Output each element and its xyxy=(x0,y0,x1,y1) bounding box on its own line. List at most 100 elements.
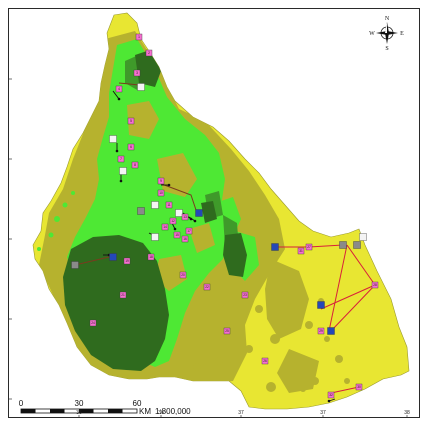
site-marker-label: 3 xyxy=(136,71,138,75)
site-marker-label: 19 xyxy=(125,259,129,263)
olive-speckle xyxy=(176,352,182,358)
site-marker-white xyxy=(151,201,159,209)
olive-speckle xyxy=(285,361,297,373)
scale-ratio: 1:800,000 xyxy=(155,407,191,416)
lime-speckle xyxy=(62,202,68,208)
site-marker-label: 20 xyxy=(181,273,185,277)
site-marker-pink xyxy=(327,391,335,399)
lime-speckle xyxy=(48,232,54,238)
olive-speckle xyxy=(335,355,343,363)
route-central-arc xyxy=(158,182,198,214)
scale-bar-tick-label: 60 xyxy=(133,399,142,408)
route-east-south xyxy=(328,244,348,332)
compass-west-label: W xyxy=(369,31,375,37)
site-marker-pink xyxy=(317,327,325,335)
olive-speckle xyxy=(255,305,263,313)
scale-bar-unit: KM xyxy=(139,407,151,416)
arrow-head xyxy=(115,149,119,153)
route-west-link xyxy=(74,256,110,266)
olive-speckle xyxy=(344,378,350,384)
compass-north-label: N xyxy=(385,16,390,22)
scale-bar-segment xyxy=(108,409,123,413)
site-marker-label: 25 xyxy=(225,329,229,333)
land-cover-map: 1234567891011121314151617181920212223242… xyxy=(9,9,419,417)
olive-speckle xyxy=(245,345,253,353)
site-marker-pink xyxy=(133,69,141,77)
site-marker-pink xyxy=(165,201,173,209)
site-marker-pink xyxy=(161,223,169,231)
site-marker-gray xyxy=(339,241,347,249)
compass-rose: N S W E xyxy=(369,16,404,52)
site-marker-pink xyxy=(131,161,139,169)
site-marker-pink xyxy=(169,217,177,225)
site-marker-label: 12 xyxy=(171,219,175,223)
x-axis-tick-label: 37 xyxy=(238,410,244,416)
site-marker-pink xyxy=(173,231,181,239)
site-marker-pink xyxy=(181,213,189,221)
site-marker-white xyxy=(119,167,127,175)
site-marker-pink xyxy=(371,281,379,289)
site-marker-label: 13 xyxy=(183,215,187,219)
arrow-head xyxy=(173,227,177,231)
olive-speckle xyxy=(270,334,280,344)
olive-speckle xyxy=(266,382,276,392)
site-marker-label: 15 xyxy=(175,233,179,237)
olive-speckle xyxy=(287,303,299,315)
site-marker-pink xyxy=(179,271,187,279)
arrow-head xyxy=(117,97,121,101)
site-marker-label: 23 xyxy=(243,293,247,297)
site-marker-pink xyxy=(181,235,189,243)
site-marker-label: 30 xyxy=(357,385,361,389)
site-marker-white xyxy=(175,209,183,217)
x-axis-tick-label: 37 xyxy=(320,410,326,416)
x-axis-tick-label: 36 xyxy=(76,410,82,416)
lime-speckle xyxy=(37,247,41,251)
site-marker-label: 28 xyxy=(373,283,377,287)
site-marker-label: 24 xyxy=(91,321,95,325)
site-marker-pink xyxy=(223,327,231,335)
route-south-link xyxy=(330,386,360,394)
scale-bar-segment xyxy=(21,409,36,413)
site-marker-label: 27 xyxy=(307,245,311,249)
olive-speckle xyxy=(282,286,288,292)
site-marker-label: 18 xyxy=(149,255,153,259)
site-marker-label: 16 xyxy=(183,237,187,241)
scale-bar-segment xyxy=(50,409,65,413)
site-marker-pink xyxy=(157,177,165,185)
site-marker-pink xyxy=(305,243,313,251)
site-marker-blue xyxy=(317,301,325,309)
site-marker-label: 7 xyxy=(120,157,122,161)
olive-speckle xyxy=(300,386,306,392)
site-marker-pink xyxy=(119,291,127,299)
site-marker-label: 32 xyxy=(329,393,333,397)
olive-zone xyxy=(277,349,319,393)
x-axis-tick-label: 36 xyxy=(158,410,164,416)
compass-east-label: E xyxy=(400,31,404,37)
site-marker-pink xyxy=(127,117,135,125)
site-marker-pink xyxy=(355,383,363,391)
olive-patch xyxy=(127,101,159,139)
compass-needle-shade xyxy=(385,22,387,33)
site-marker-pink xyxy=(145,49,153,57)
site-marker-pink xyxy=(123,257,131,265)
site-marker-label: 5 xyxy=(130,119,132,123)
arrow-head xyxy=(193,219,197,223)
site-marker-pink xyxy=(203,283,211,291)
site-marker-label: 26 xyxy=(263,359,267,363)
site-marker-pink xyxy=(115,85,123,93)
site-marker-pink xyxy=(117,155,125,163)
site-marker-pink xyxy=(127,143,135,151)
site-marker-gray xyxy=(353,241,361,249)
site-marker-label: 6 xyxy=(130,145,132,149)
route-east-diagonal xyxy=(330,284,376,332)
olive-speckle xyxy=(324,336,330,342)
site-marker-white xyxy=(359,233,367,241)
scale-bar-tick-label: 0 xyxy=(19,399,24,408)
site-marker-gray xyxy=(137,207,145,215)
site-marker-pink xyxy=(135,33,143,41)
site-marker-label: 31 xyxy=(299,249,303,253)
site-marker-white xyxy=(137,83,145,91)
site-marker-pink xyxy=(185,227,193,235)
olive-speckle xyxy=(215,357,223,365)
